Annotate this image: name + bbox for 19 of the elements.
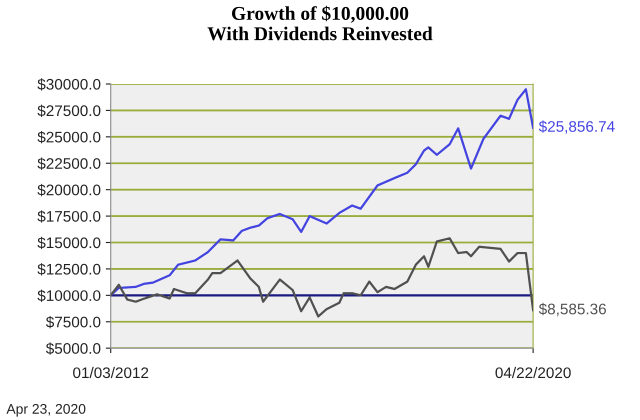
- y-tick-label: $30000.0: [37, 78, 100, 91]
- y-tick-label: $17500.0: [37, 210, 100, 223]
- y-tick-label: $7500.0: [46, 316, 100, 328]
- data-label: $25,856.74: [538, 120, 615, 134]
- y-tick-label: $15000.0: [37, 236, 100, 250]
- x-tick-label: 01/03/2012: [73, 366, 148, 378]
- y-tick-label: $22500.0: [37, 157, 100, 170]
- y-tick-label: $10000.0: [37, 290, 100, 302]
- y-tick-label: $25000.0: [37, 131, 100, 144]
- line-series: [110, 88, 534, 296]
- text: Apr 23, 2020: [6, 404, 86, 417]
- y-tick-label: $5000.0: [46, 342, 100, 355]
- line-series: [110, 237, 534, 318]
- y-tick-label: $27500.0: [37, 104, 100, 118]
- x-tick-label: 04/22/2020: [495, 366, 571, 378]
- y-tick-label: $12500.0: [37, 263, 100, 276]
- y-tick-label: $20000.0: [37, 184, 100, 196]
- chart-title: Growth of $10,000.00 With Dividends Reinvested: [208, 6, 433, 40]
- data-label: $8,585.36: [538, 302, 606, 316]
